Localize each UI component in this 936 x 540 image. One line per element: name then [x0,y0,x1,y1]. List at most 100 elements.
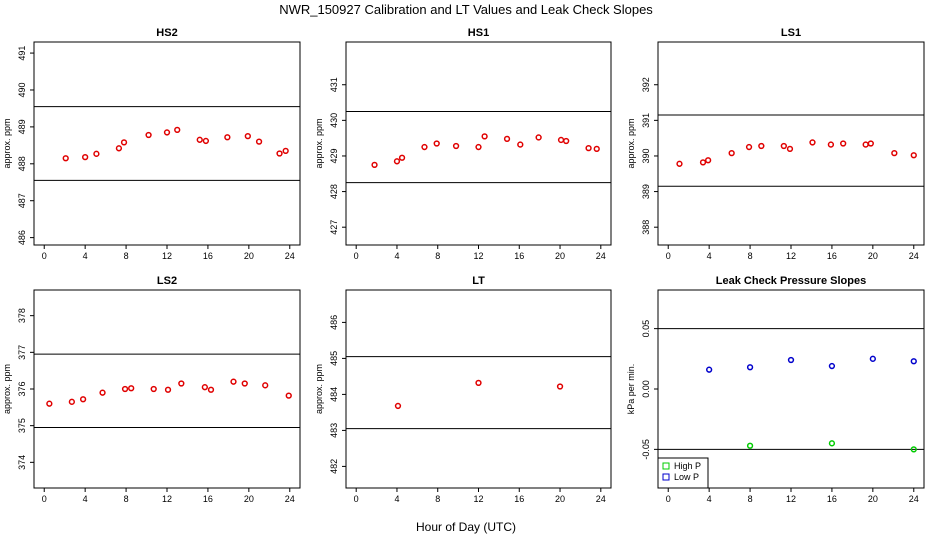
data-point [46,400,53,407]
x-tick-label: 0 [666,251,671,261]
data-point [828,440,836,447]
y-tick-label: 377 [17,345,27,360]
data-point [869,355,876,362]
x-tick-label: 16 [203,494,213,504]
y-tick-label: 430 [329,113,339,128]
data-point [557,136,565,144]
data-point [262,382,269,389]
y-tick-label: 488 [17,156,27,171]
y-tick-label: 429 [329,148,339,163]
data-point [787,356,795,364]
y-tick-label: 0.05 [641,320,651,338]
data-point [481,133,488,140]
y-tick-label: 376 [17,381,27,396]
data-point [62,155,69,162]
y-axis-label: approx. ppm [2,364,12,414]
data-point [563,137,570,145]
data-point [745,143,753,151]
x-tick-label: 16 [514,494,524,504]
data-point [676,160,683,167]
x-tick-label: 8 [435,251,440,261]
data-point [224,134,231,141]
data-point [910,152,917,159]
data-point [867,140,874,147]
x-tick-label: 8 [748,251,753,261]
data-point [115,145,123,152]
panel-title: LT [472,275,485,287]
x-tick-label: 16 [827,251,837,261]
data-point [174,126,181,133]
y-tick-label: 375 [17,418,27,433]
plot-frame [33,289,301,489]
x-tick-label: 4 [707,494,712,504]
x-tick-label: 12 [786,251,796,261]
data-point [704,157,712,164]
x-tick-label: 24 [285,494,295,504]
x-tick-label: 24 [596,251,606,261]
data-point [475,379,482,387]
x-tick-label: 0 [354,494,359,504]
data-point [517,141,524,148]
x-tick-label: 20 [868,251,878,261]
plot-frame [345,41,612,246]
chart-panel: HS1 approx. ppm 0 4 8 12 16 20 24 427 428 429 430 431 [314,27,612,261]
data-point [128,385,135,392]
data-point [786,145,794,152]
data-point [255,138,263,145]
y-tick-label: 388 [641,220,651,235]
x-tick-label: 8 [124,494,129,504]
data-point [891,149,898,157]
plot-frame [345,289,612,489]
y-axis-label: approx. ppm [626,118,636,168]
data-point [163,129,171,136]
y-tick-label: -0.05 [641,439,651,460]
x-tick-label: 8 [748,494,753,504]
data-point [68,398,76,405]
x-tick-label: 4 [707,251,712,261]
data-point [201,384,209,391]
chart-panel: LT approx. ppm 0 4 8 12 16 20 24 482 483 484 485 486 [314,275,612,504]
x-tick-label: 24 [909,494,919,504]
y-tick-label: 491 [17,46,27,61]
y-tick-label: 374 [17,455,27,470]
figure-x-axis-label: Hour of Day (UTC) [416,520,516,534]
data-point [503,135,511,143]
x-tick-label: 0 [666,494,671,504]
data-point [99,389,106,396]
x-tick-label: 0 [42,251,47,261]
x-tick-label: 4 [394,251,399,261]
y-axis-label: approx. ppm [2,118,12,168]
data-point [452,142,460,150]
x-tick-label: 16 [827,494,837,504]
data-point [862,141,869,148]
x-tick-label: 12 [786,494,796,504]
data-point [706,366,713,373]
data-point [828,362,836,370]
chart-panel: HS2 approx. ppm 0 4 8 12 16 20 24 486 487 488 489 490… [2,27,301,261]
y-tick-label: 431 [329,77,339,92]
y-axis-label: approx. ppm [314,364,324,414]
data-point [475,143,482,151]
x-tick-label: 24 [909,251,919,261]
x-tick-label: 4 [394,494,399,504]
y-tick-label: 391 [641,113,651,128]
y-tick-label: 428 [329,184,339,199]
data-point [230,378,237,385]
y-axis-label: kPa per min. [626,364,636,415]
data-point [758,142,765,150]
data-point [79,396,87,403]
x-tick-label: 8 [124,251,129,261]
data-point [593,145,600,152]
x-tick-label: 20 [244,251,254,261]
data-point [699,159,707,166]
y-tick-label: 427 [329,220,339,235]
panel-title: LS2 [157,275,177,287]
chart-panel: LS1 approx. ppm 0 4 8 12 16 20 24 388 389 390 391 392 [626,27,925,261]
data-point [728,149,735,157]
legend-swatch [662,462,670,470]
x-tick-label: 4 [83,251,88,261]
x-tick-label: 24 [285,251,295,261]
x-tick-label: 20 [555,251,565,261]
